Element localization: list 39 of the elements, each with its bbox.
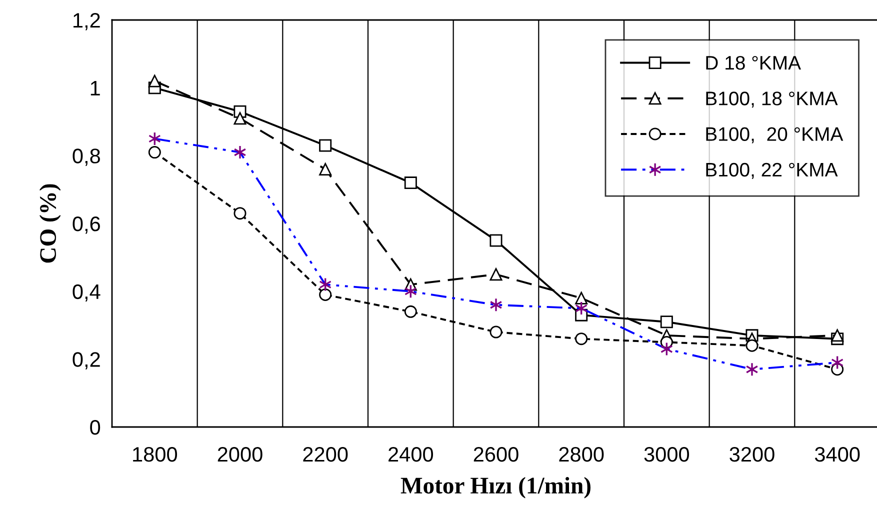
x-tick-label: 2600: [474, 446, 518, 462]
legend-label: B100, 22 °KMA: [706, 162, 838, 179]
point: [404, 305, 417, 318]
x-tick-label: 2200: [303, 446, 348, 462]
point: [319, 288, 332, 301]
point: [575, 292, 588, 304]
y-tick-label: 1: [90, 81, 100, 96]
point: [831, 329, 844, 342]
y-tick-label: 0,6: [72, 216, 100, 234]
x-tick-label: 3000: [644, 446, 690, 462]
point: [148, 146, 161, 159]
x-tick-label: 1800: [133, 446, 178, 462]
point: [404, 176, 417, 190]
point: [234, 207, 246, 220]
point: [746, 339, 758, 352]
x-tick-label: 2400: [388, 446, 434, 462]
legend-label: B100, 20 °KMA: [706, 127, 844, 144]
legend-label: B100, 18 °KMA: [706, 92, 838, 108]
y-tick-label: 0: [90, 420, 100, 435]
y-axis-title: CO (%): [39, 184, 61, 263]
y-tick-label: 0,8: [72, 148, 100, 166]
x-tick-label: 3400: [814, 446, 860, 462]
point: [490, 234, 502, 247]
point: [490, 268, 502, 281]
point: [148, 74, 161, 88]
point: [234, 112, 246, 125]
point: [490, 326, 502, 338]
x-axis-title: Motor Hızı (1/min): [400, 476, 590, 498]
y-tick-label: 1,2: [74, 13, 100, 30]
y-tick-label: 0,2: [72, 352, 100, 370]
point: [660, 316, 673, 328]
x-tick-label: 2800: [559, 446, 604, 462]
point: [575, 332, 588, 346]
point: [319, 139, 332, 152]
y-tick-label: 0,4: [72, 284, 100, 302]
x-tick-label: 2000: [218, 446, 262, 462]
x-tick-label: 3200: [730, 446, 774, 462]
point: [319, 162, 332, 176]
legend-label: D 18 °KMA: [706, 56, 801, 70]
